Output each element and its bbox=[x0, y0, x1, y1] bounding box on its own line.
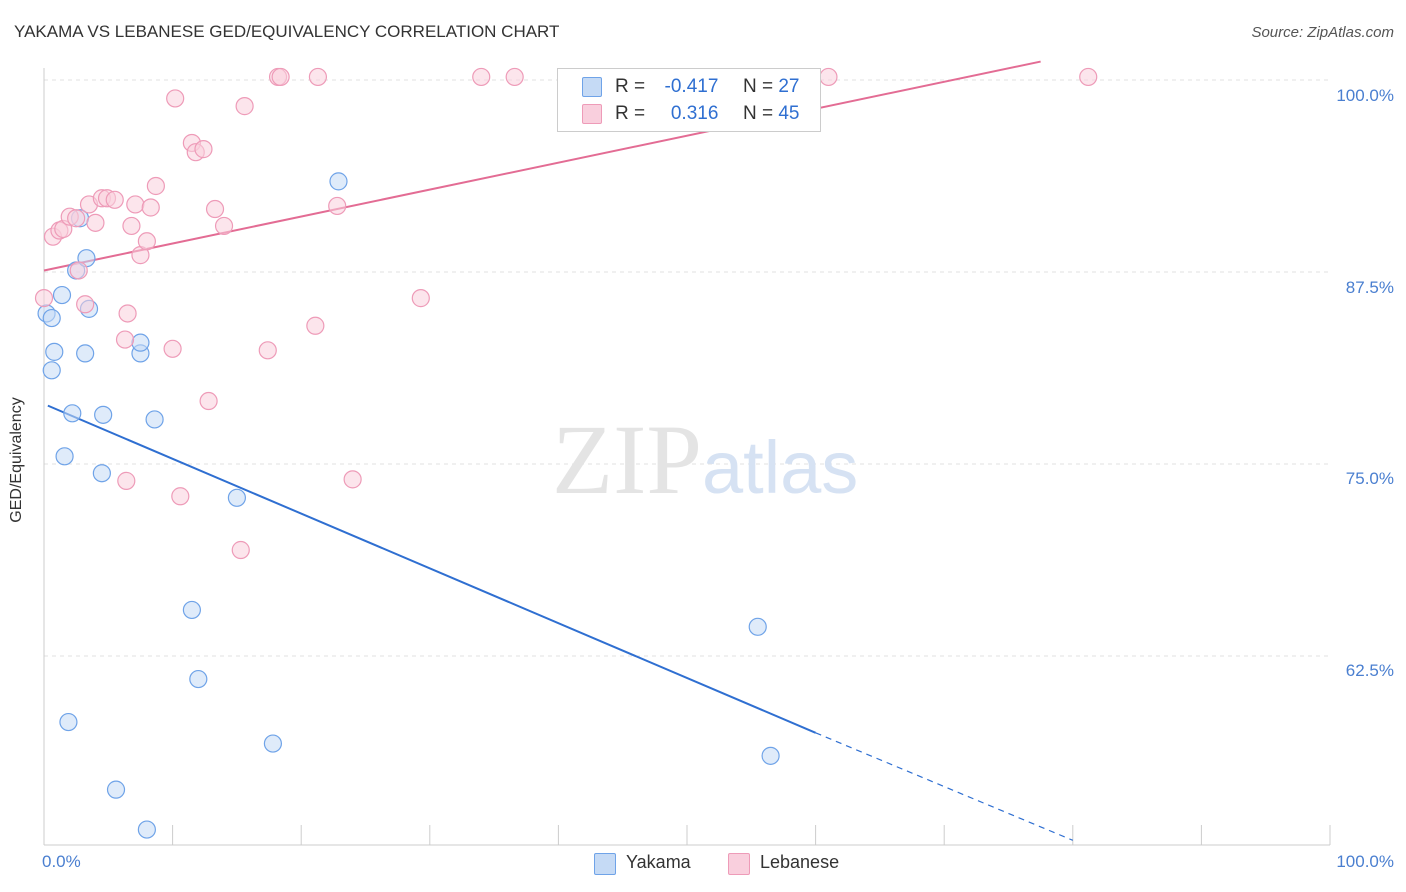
data-point-lebanese bbox=[126, 195, 145, 214]
bottom-legend-label: Lebanese bbox=[760, 852, 840, 872]
data-point-yakama bbox=[92, 464, 111, 483]
data-point-yakama bbox=[59, 712, 78, 732]
y-tick-label: 75.0% bbox=[1345, 469, 1394, 488]
x-tick-label: 100.0% bbox=[1336, 852, 1394, 871]
y-tick-label: 87.5% bbox=[1345, 278, 1394, 297]
data-point-yakama bbox=[145, 410, 164, 429]
data-point-lebanese bbox=[86, 213, 105, 232]
data-point-lebanese bbox=[146, 176, 165, 196]
legend-n-value: 27 bbox=[778, 76, 800, 97]
data-point-yakama bbox=[137, 820, 156, 839]
data-point-yakama bbox=[76, 344, 95, 363]
y-tick-label: 62.5% bbox=[1345, 661, 1394, 680]
data-point-lebanese bbox=[69, 261, 88, 280]
data-point-lebanese bbox=[115, 330, 135, 349]
axes bbox=[43, 68, 1331, 846]
trend-line-extension-yakama bbox=[815, 732, 1074, 841]
watermark-atlas: atlas bbox=[702, 426, 859, 509]
data-point-lebanese bbox=[1079, 67, 1098, 87]
data-point-yakama bbox=[761, 746, 780, 765]
data-point-lebanese bbox=[411, 289, 430, 308]
data-point-yakama bbox=[45, 342, 64, 361]
legend-r-label: R = bbox=[615, 103, 646, 124]
data-point-lebanese bbox=[117, 471, 136, 490]
data-point-lebanese bbox=[205, 199, 225, 219]
data-point-yakama bbox=[42, 361, 61, 380]
data-point-yakama bbox=[227, 488, 246, 507]
data-point-lebanese bbox=[141, 198, 160, 217]
data-point-yakama bbox=[106, 780, 126, 799]
data-point-lebanese bbox=[214, 216, 234, 236]
data-point-lebanese bbox=[258, 341, 277, 360]
chart-source: Source: ZipAtlas.com bbox=[1251, 24, 1394, 41]
data-point-lebanese bbox=[166, 89, 185, 108]
data-point-lebanese bbox=[472, 67, 491, 87]
data-point-yakama bbox=[189, 669, 208, 689]
bottom-legend-label: Yakama bbox=[626, 852, 691, 872]
data-point-lebanese bbox=[343, 470, 362, 489]
data-point-lebanese bbox=[271, 67, 290, 87]
x-tick-label: 0.0% bbox=[42, 852, 81, 871]
data-point-yakama bbox=[52, 285, 72, 305]
data-point-yakama bbox=[42, 308, 61, 328]
data-point-yakama bbox=[55, 447, 74, 466]
data-point-lebanese bbox=[163, 339, 182, 358]
data-point-yakama bbox=[748, 617, 767, 636]
data-point-lebanese bbox=[819, 67, 838, 87]
y-axis-label: GED/Equivalency bbox=[8, 397, 25, 523]
data-point-yakama bbox=[131, 333, 150, 352]
data-point-yakama bbox=[329, 172, 348, 191]
trend-lines bbox=[43, 60, 1074, 841]
data-point-lebanese bbox=[306, 316, 325, 335]
watermark: ZIPatlas bbox=[552, 402, 858, 517]
legend-n-label: N = bbox=[742, 103, 774, 124]
legend-swatch-yakama bbox=[582, 77, 602, 97]
data-point-yakama bbox=[94, 405, 113, 424]
legend-r-value: 0.316 bbox=[670, 103, 719, 124]
legend-r-label: R = bbox=[615, 76, 646, 97]
bottom-legend-swatch-lebanese bbox=[728, 853, 750, 875]
data-point-lebanese bbox=[122, 216, 141, 236]
grid-lines bbox=[44, 79, 1330, 657]
legend-n-label: N = bbox=[742, 76, 774, 97]
legend-swatch-lebanese bbox=[582, 104, 602, 124]
data-point-lebanese bbox=[231, 540, 250, 560]
data-point-lebanese bbox=[118, 304, 137, 323]
data-point-lebanese bbox=[505, 67, 524, 87]
data-point-lebanese bbox=[235, 97, 254, 116]
watermark-zip: ZIP bbox=[552, 404, 702, 515]
data-point-lebanese bbox=[328, 196, 347, 216]
data-point-lebanese bbox=[105, 190, 124, 209]
y-tick-label: 100.0% bbox=[1336, 86, 1394, 105]
data-point-lebanese bbox=[199, 391, 218, 411]
data-point-lebanese bbox=[137, 232, 156, 251]
data-point-lebanese bbox=[171, 487, 190, 506]
data-point-yakama bbox=[63, 404, 82, 423]
data-point-lebanese bbox=[308, 67, 328, 87]
bottom-legend-swatch-yakama bbox=[594, 853, 616, 875]
data-point-lebanese bbox=[34, 289, 54, 308]
legend-r-value: -0.417 bbox=[664, 76, 719, 97]
trend-line-lebanese bbox=[43, 60, 1041, 272]
data-point-lebanese bbox=[76, 295, 95, 314]
data-point-lebanese bbox=[194, 140, 213, 159]
legend: R = -0.417 N = 27 R = 0.316 N = 45 bbox=[557, 68, 821, 132]
data-point-yakama bbox=[182, 600, 201, 620]
chart-title: YAKAMA VS LEBANESE GED/EQUIVALENCY CORRE… bbox=[14, 22, 560, 41]
data-point-lebanese bbox=[67, 209, 86, 228]
data-point-yakama bbox=[263, 734, 283, 753]
legend-n-value: 45 bbox=[778, 103, 800, 124]
data-points bbox=[34, 67, 1098, 839]
trend-line-yakama bbox=[47, 404, 816, 734]
